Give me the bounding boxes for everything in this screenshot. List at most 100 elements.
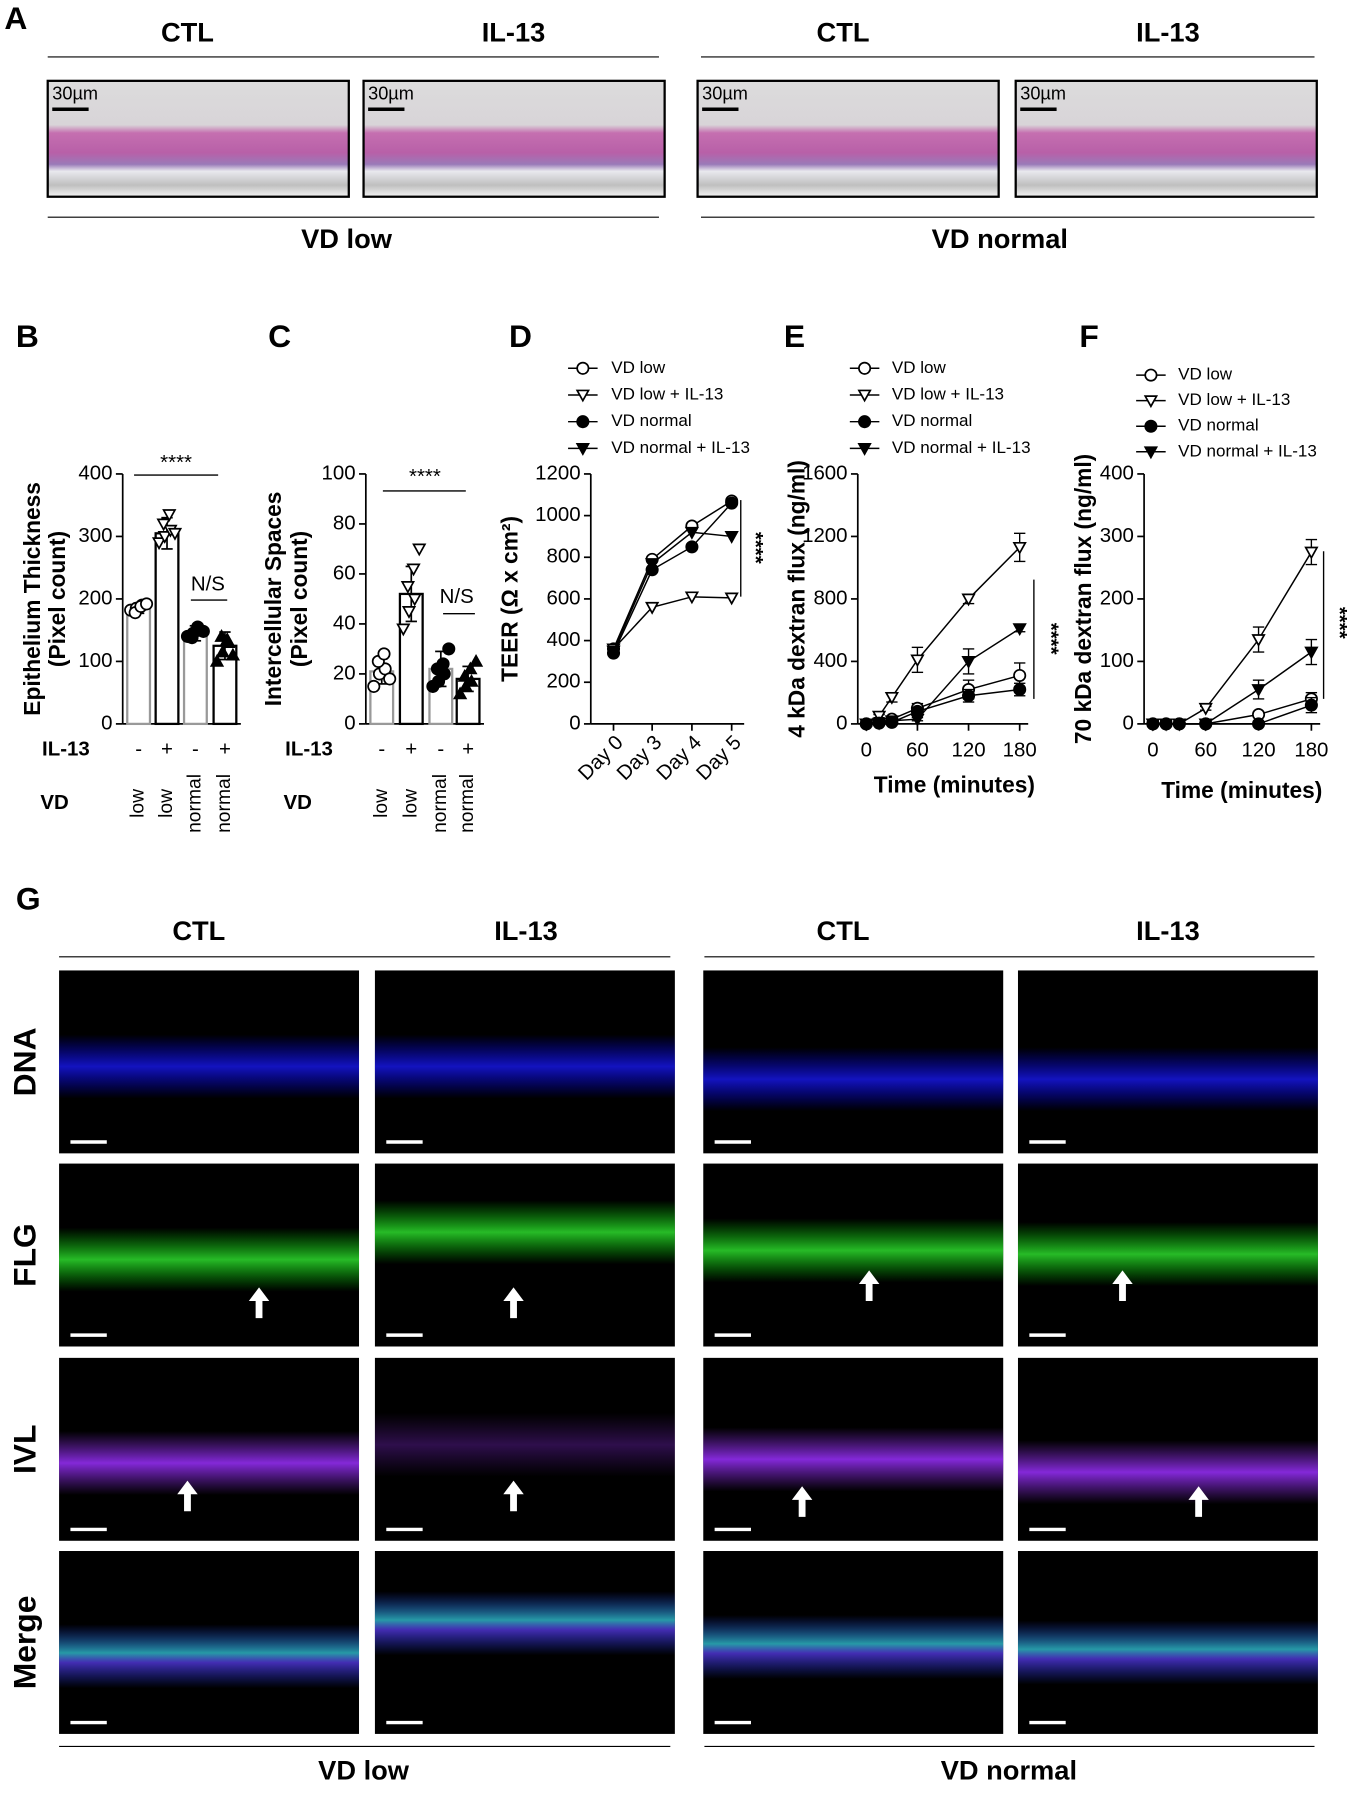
arrow (248, 1287, 270, 1319)
arrow (858, 1270, 880, 1302)
panel-label: C (268, 318, 291, 354)
legend-label: VD normal + IL-13 (1178, 441, 1317, 460)
y-tick-label: 0 (836, 711, 847, 734)
y-tick-label: 40 (333, 611, 356, 634)
x-tick-label: 180 (1003, 739, 1037, 762)
legend-marker (1144, 368, 1158, 382)
marker (1304, 546, 1319, 560)
marker (383, 672, 397, 686)
marker (1198, 702, 1213, 716)
marker (961, 656, 976, 669)
y-tick-label: 0 (101, 711, 112, 734)
significance-label: **** (744, 532, 767, 564)
scale-label: 30µm (368, 83, 414, 103)
marker (140, 597, 154, 611)
scale-label: 30µm (386, 1695, 432, 1715)
y-axis-label: Intercellular Spaces (260, 492, 286, 707)
y-tick-label: 400 (78, 461, 112, 484)
column-header: IL-13 (494, 915, 558, 946)
x-tick-label: Day 5 (692, 731, 746, 785)
legend-label: VD normal (892, 411, 972, 430)
legend-label: VD low (1178, 365, 1233, 384)
marker (871, 717, 887, 731)
y-tick-label: 0 (344, 711, 355, 734)
marker (1198, 718, 1213, 732)
marker (884, 691, 899, 705)
column-header: CTL (161, 16, 214, 47)
arrow (503, 1480, 524, 1512)
series-line (612, 502, 733, 654)
y-tick-label: 300 (1100, 524, 1134, 547)
legend-label: VD low + IL-13 (1178, 390, 1290, 409)
legend-label: VD low + IL-13 (892, 384, 1004, 403)
signal-band (374, 1412, 675, 1477)
signal-band (59, 1431, 360, 1496)
series-line (1152, 551, 1313, 725)
marker (725, 496, 739, 510)
row-label: IL-13 (42, 737, 90, 760)
marker (859, 718, 874, 732)
x-tick-label: 180 (1294, 739, 1328, 762)
significance-label: **** (1039, 623, 1062, 655)
group-title: VD low (318, 1755, 410, 1786)
marker (1304, 646, 1319, 660)
vd-label: normal (185, 774, 206, 833)
row-label: VD (283, 791, 311, 814)
scale-label: 30µm (715, 1695, 761, 1715)
legend-marker (576, 415, 590, 429)
marker (1012, 623, 1027, 637)
legend-label: VD low (611, 358, 666, 377)
signal-band (703, 1218, 1004, 1283)
scale-label: 30µm (386, 1502, 432, 1522)
significance-label: N/S (440, 585, 474, 608)
row-label: DNA (7, 1027, 43, 1096)
signal-band (1017, 1620, 1318, 1685)
marker (1012, 541, 1027, 555)
legend-marker (1143, 446, 1159, 460)
y-tick-label: 100 (78, 649, 112, 672)
panel-label: E (784, 318, 805, 354)
marker (724, 592, 739, 606)
scale-label: 30µm (386, 1308, 432, 1328)
il13-label: + (219, 737, 231, 760)
scale-label: 30µm (702, 83, 748, 103)
legend-marker (858, 361, 872, 375)
legend-marker (857, 389, 872, 403)
column-header: IL-13 (482, 16, 546, 47)
y-tick-label: 200 (546, 670, 580, 693)
significance-label: **** (409, 465, 441, 488)
y-tick-label: 800 (546, 545, 580, 568)
y-tick-label: 400 (546, 628, 580, 651)
x-axis-label: Time (minutes) (874, 771, 1035, 797)
group-title: VD normal (941, 1755, 1077, 1786)
x-axis-label: Time (minutes) (1161, 777, 1322, 803)
x-tick-label: 60 (906, 739, 929, 762)
marker (457, 668, 472, 682)
legend-label: VD normal + IL-13 (892, 438, 1031, 457)
scale-label: 30µm (386, 1115, 432, 1135)
significance-label: N/S (191, 573, 225, 596)
il13-label: - (437, 737, 444, 760)
column-header: IL-13 (1136, 915, 1200, 946)
scale-label: 30µm (715, 1308, 761, 1328)
signal-band (374, 1034, 675, 1099)
marker (910, 713, 925, 727)
panel-label: D (509, 318, 532, 354)
il13-label: - (378, 737, 385, 760)
marker (724, 531, 739, 544)
bar (154, 532, 180, 726)
marker (910, 654, 925, 668)
legend-label: VD normal (1178, 416, 1258, 435)
marker (412, 543, 427, 557)
significance-label: **** (1328, 607, 1351, 639)
legend-marker (576, 361, 590, 375)
column-header: IL-13 (1136, 16, 1200, 47)
il13-label: + (405, 737, 417, 760)
marker (606, 645, 621, 659)
scale-label: 30µm (1020, 83, 1066, 103)
marker (685, 540, 699, 554)
signal-band (703, 1615, 1004, 1680)
marker (157, 531, 172, 544)
